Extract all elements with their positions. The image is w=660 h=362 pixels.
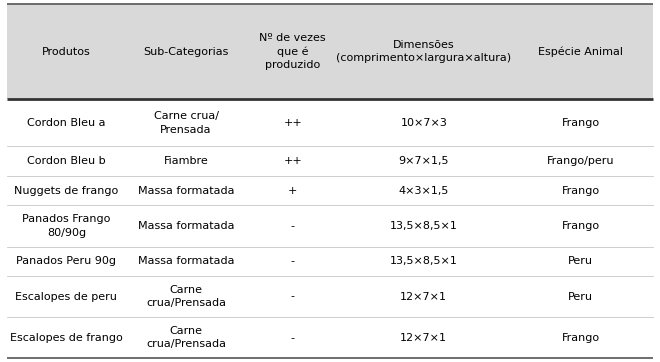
Text: +: + <box>288 186 298 195</box>
Text: Frango: Frango <box>562 221 600 231</box>
Text: 10×7×3: 10×7×3 <box>401 118 447 128</box>
Text: Frango: Frango <box>562 333 600 343</box>
Text: Frango: Frango <box>562 118 600 128</box>
Text: Massa formatada: Massa formatada <box>138 186 234 195</box>
Text: ++: ++ <box>283 118 302 128</box>
Text: Peru: Peru <box>568 256 593 266</box>
Text: 13,5×8,5×1: 13,5×8,5×1 <box>390 221 458 231</box>
Text: Peru: Peru <box>568 291 593 302</box>
Text: Frango: Frango <box>562 186 600 195</box>
Text: Panados Frango
80/90g: Panados Frango 80/90g <box>22 214 111 237</box>
Text: Cordon Bleu a: Cordon Bleu a <box>27 118 106 128</box>
Text: 13,5×8,5×1: 13,5×8,5×1 <box>390 256 458 266</box>
Text: Massa formatada: Massa formatada <box>138 256 234 266</box>
Text: Escalopes de peru: Escalopes de peru <box>15 291 117 302</box>
Text: Produtos: Produtos <box>42 46 91 56</box>
Text: Carne crua/
Prensada: Carne crua/ Prensada <box>154 111 218 135</box>
Text: Carne
crua/Prensada: Carne crua/Prensada <box>146 285 226 308</box>
Text: 12×7×1: 12×7×1 <box>400 291 447 302</box>
Text: Nuggets de frango: Nuggets de frango <box>15 186 119 195</box>
Text: -: - <box>291 291 295 302</box>
Bar <box>7 4 653 100</box>
Text: Sub-Categorias: Sub-Categorias <box>143 46 229 56</box>
Text: Cordon Bleu b: Cordon Bleu b <box>27 156 106 166</box>
Text: Escalopes de frango: Escalopes de frango <box>10 333 123 343</box>
Text: Massa formatada: Massa formatada <box>138 221 234 231</box>
Text: Fiambre: Fiambre <box>164 156 209 166</box>
Text: Panados Peru 90g: Panados Peru 90g <box>16 256 116 266</box>
Text: 12×7×1: 12×7×1 <box>400 333 447 343</box>
Text: 4×3×1,5: 4×3×1,5 <box>399 186 449 195</box>
Text: Espécie Animal: Espécie Animal <box>538 46 623 57</box>
Text: -: - <box>291 333 295 343</box>
Text: -: - <box>291 221 295 231</box>
Text: 9×7×1,5: 9×7×1,5 <box>399 156 449 166</box>
Text: Nº de vezes
que é
produzido: Nº de vezes que é produzido <box>259 33 326 70</box>
Text: Carne
crua/Prensada: Carne crua/Prensada <box>146 326 226 349</box>
Text: -: - <box>291 256 295 266</box>
Text: Dimensões
(comprimento×largura×altura): Dimensões (comprimento×largura×altura) <box>336 40 512 63</box>
Text: Frango/peru: Frango/peru <box>547 156 614 166</box>
Text: ++: ++ <box>283 156 302 166</box>
